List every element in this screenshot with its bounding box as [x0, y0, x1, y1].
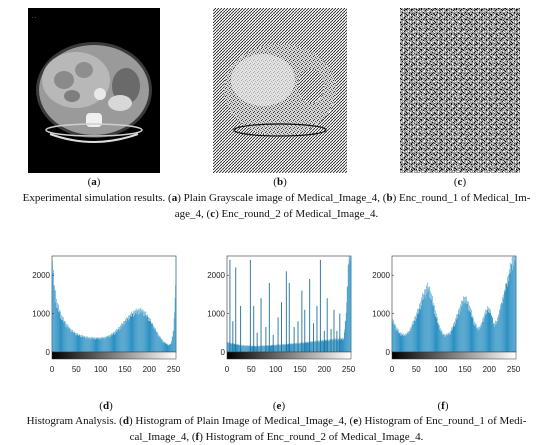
label-b: (b): [273, 176, 287, 188]
caption-part: Experimental simulation results. (: [22, 192, 172, 204]
x-tick-label: 50: [72, 365, 81, 374]
label-d: (d): [99, 400, 113, 412]
x-tick-label: 150: [118, 365, 132, 374]
y-tick-label: 0: [221, 348, 226, 357]
x-tick-label: 200: [143, 365, 157, 374]
figure2-caption: Histogram Analysis. (d) Histogram of Pla…: [14, 413, 539, 445]
caption-part: ) Histogram of Plain Image of Medical_Im…: [128, 415, 354, 427]
caption-part: ) Enc_round_1 of Medical_Im-: [392, 192, 531, 204]
y-tick-label: 2000: [207, 271, 225, 280]
y-tick-label: 1000: [372, 310, 390, 319]
svg-text:. .: . .: [32, 14, 36, 20]
y-tick-label: 2000: [372, 271, 390, 280]
x-tick-label: 100: [434, 365, 448, 374]
x-tick-label: 250: [167, 365, 180, 374]
gray-level-colorbar: [226, 351, 352, 360]
caption-part: ) Plain Grayscale image of Medical_Image…: [177, 192, 387, 204]
x-tick-label: 150: [293, 365, 307, 374]
caption-part: d: [122, 415, 129, 427]
x-tick-label: 0: [50, 365, 55, 374]
caption-part: ) Histogram of Enc_round_1 of Medi-: [358, 415, 527, 427]
caption-part: Histogram Analysis. (: [26, 415, 123, 427]
y-tick-label: 0: [46, 348, 51, 357]
y-tick-label: 1000: [207, 310, 225, 319]
x-tick-label: 250: [507, 365, 520, 374]
x-tick-label: 50: [247, 365, 256, 374]
caption-part: c: [210, 208, 216, 220]
x-tick-label: 0: [390, 365, 395, 374]
x-tick-label: 0: [225, 365, 230, 374]
caption-part: cal_Image_4, (: [129, 431, 196, 443]
y-tick-label: 2000: [32, 271, 50, 280]
enc-round-2-image: [400, 8, 520, 173]
caption-part: e: [353, 415, 359, 427]
plain-ct-image: . .: [28, 8, 160, 173]
x-tick-label: 50: [412, 365, 421, 374]
figure1-caption: Experimental simulation results. (a) Pla…: [14, 190, 539, 222]
x-tick-label: 250: [342, 365, 355, 374]
caption-part: b: [386, 192, 393, 204]
y-tick-label: 0: [386, 348, 391, 357]
histogram-enc-round-1: 0 1000 2000 0 50 100 150 200 250: [207, 255, 355, 374]
label-e: (e): [272, 400, 286, 412]
gray-level-colorbar: [391, 351, 517, 360]
label-f: (f): [437, 400, 449, 412]
y-tick-label: 1000: [32, 310, 50, 319]
histogram-enc-round-2: 0 1000 2000 0 50 100 150 200 250: [372, 255, 520, 374]
histogram-plain: 0 1000 2000 0 50 100 150 200 250: [32, 255, 180, 374]
caption-part: ) Histogram of Enc_round_2 of Medical_Im…: [199, 431, 424, 443]
histogram-bars: [226, 256, 352, 352]
x-tick-label: 100: [94, 365, 108, 374]
label-a: (a): [87, 176, 101, 188]
x-tick-label: 150: [458, 365, 472, 374]
caption-part: ) Enc_round_2 of Medical_Image_4.: [215, 208, 379, 220]
enc-round-1-image: [213, 8, 347, 173]
caption-part: f: [195, 431, 200, 443]
caption-part: age_4, (: [174, 208, 211, 220]
x-tick-label: 200: [318, 365, 332, 374]
caption-part: a: [171, 192, 178, 204]
histogram-bars: [391, 256, 517, 352]
x-tick-label: 100: [269, 365, 283, 374]
gray-level-colorbar: [51, 351, 177, 360]
x-tick-label: 200: [483, 365, 497, 374]
label-c: (c): [453, 176, 467, 188]
histogram-bars: [51, 257, 177, 352]
